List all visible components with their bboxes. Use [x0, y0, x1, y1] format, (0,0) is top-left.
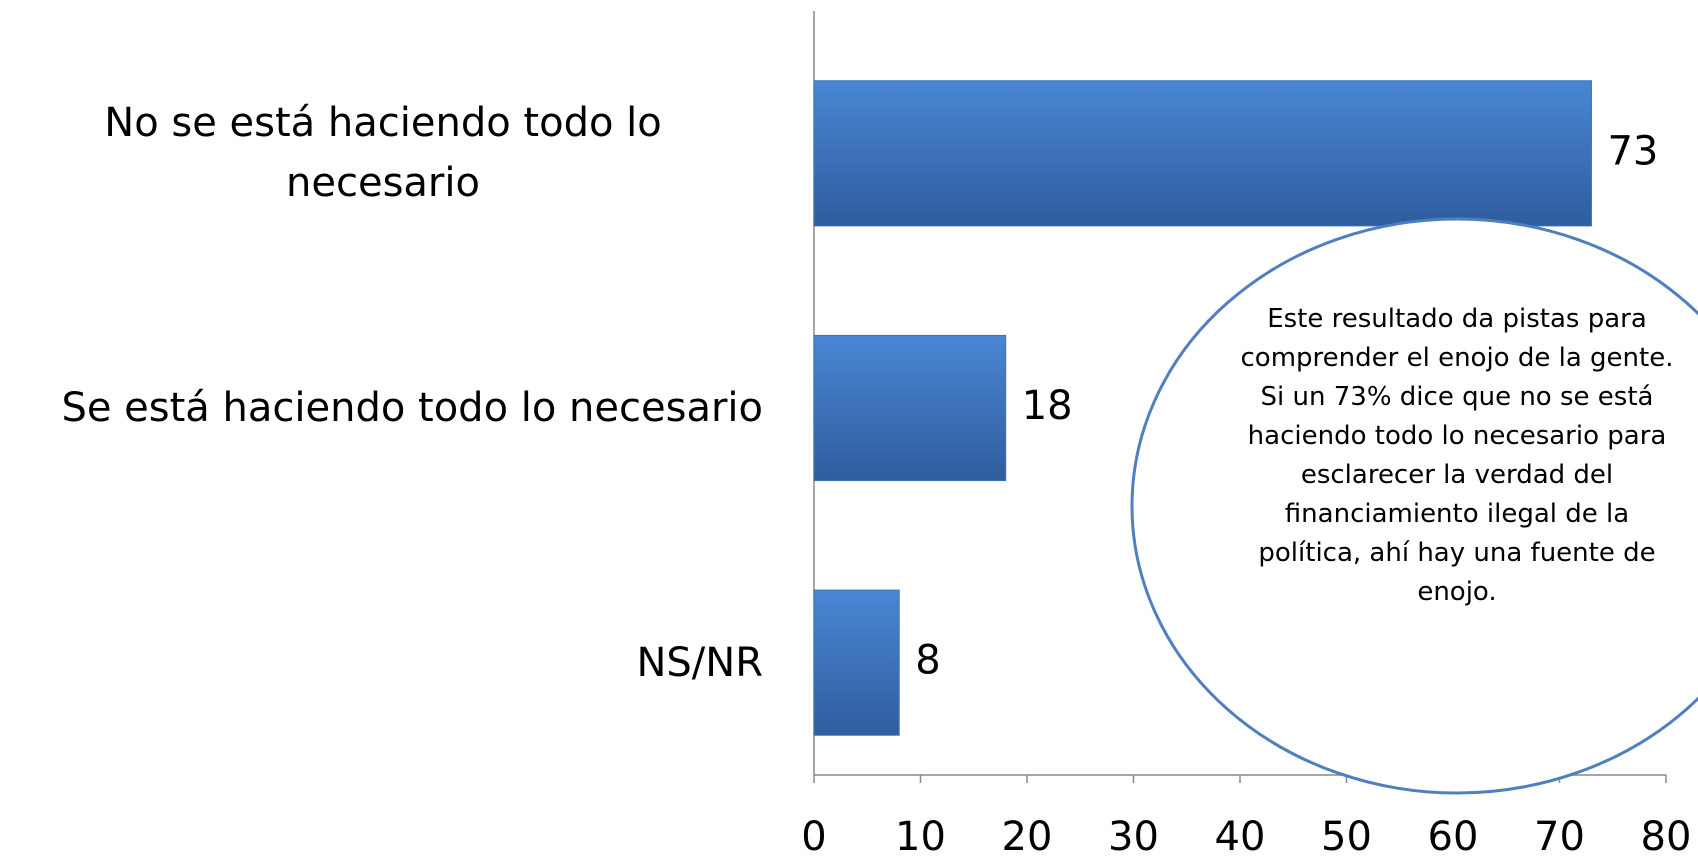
bar	[813, 80, 1592, 227]
x-tick-label: 70	[1534, 814, 1585, 860]
y-tick-label: No se está haciendo todo lo necesario	[104, 100, 662, 207]
value-label: 18	[1022, 383, 1073, 429]
x-tick-label: 0	[801, 814, 826, 860]
y-tick-label: Se está haciendo todo lo necesario	[61, 385, 763, 431]
x-tick-label: 10	[895, 814, 946, 860]
x-tick-label: 60	[1428, 814, 1479, 860]
value-label: 73	[1607, 128, 1658, 174]
x-tick-label: 80	[1641, 814, 1692, 860]
x-tick-label: 40	[1215, 814, 1266, 860]
bar	[813, 334, 1007, 482]
value-label: 8	[915, 638, 940, 684]
x-tick-label: 50	[1321, 814, 1372, 860]
y-tick-label: NS/NR	[636, 639, 763, 686]
annotation: Este resultado da pistas para comprender…	[1240, 304, 1674, 607]
x-tick-label: 30	[1108, 814, 1159, 860]
x-tick-label: 20	[1002, 814, 1053, 860]
bar	[813, 589, 900, 736]
annotation-ellipse	[1130, 217, 1698, 795]
